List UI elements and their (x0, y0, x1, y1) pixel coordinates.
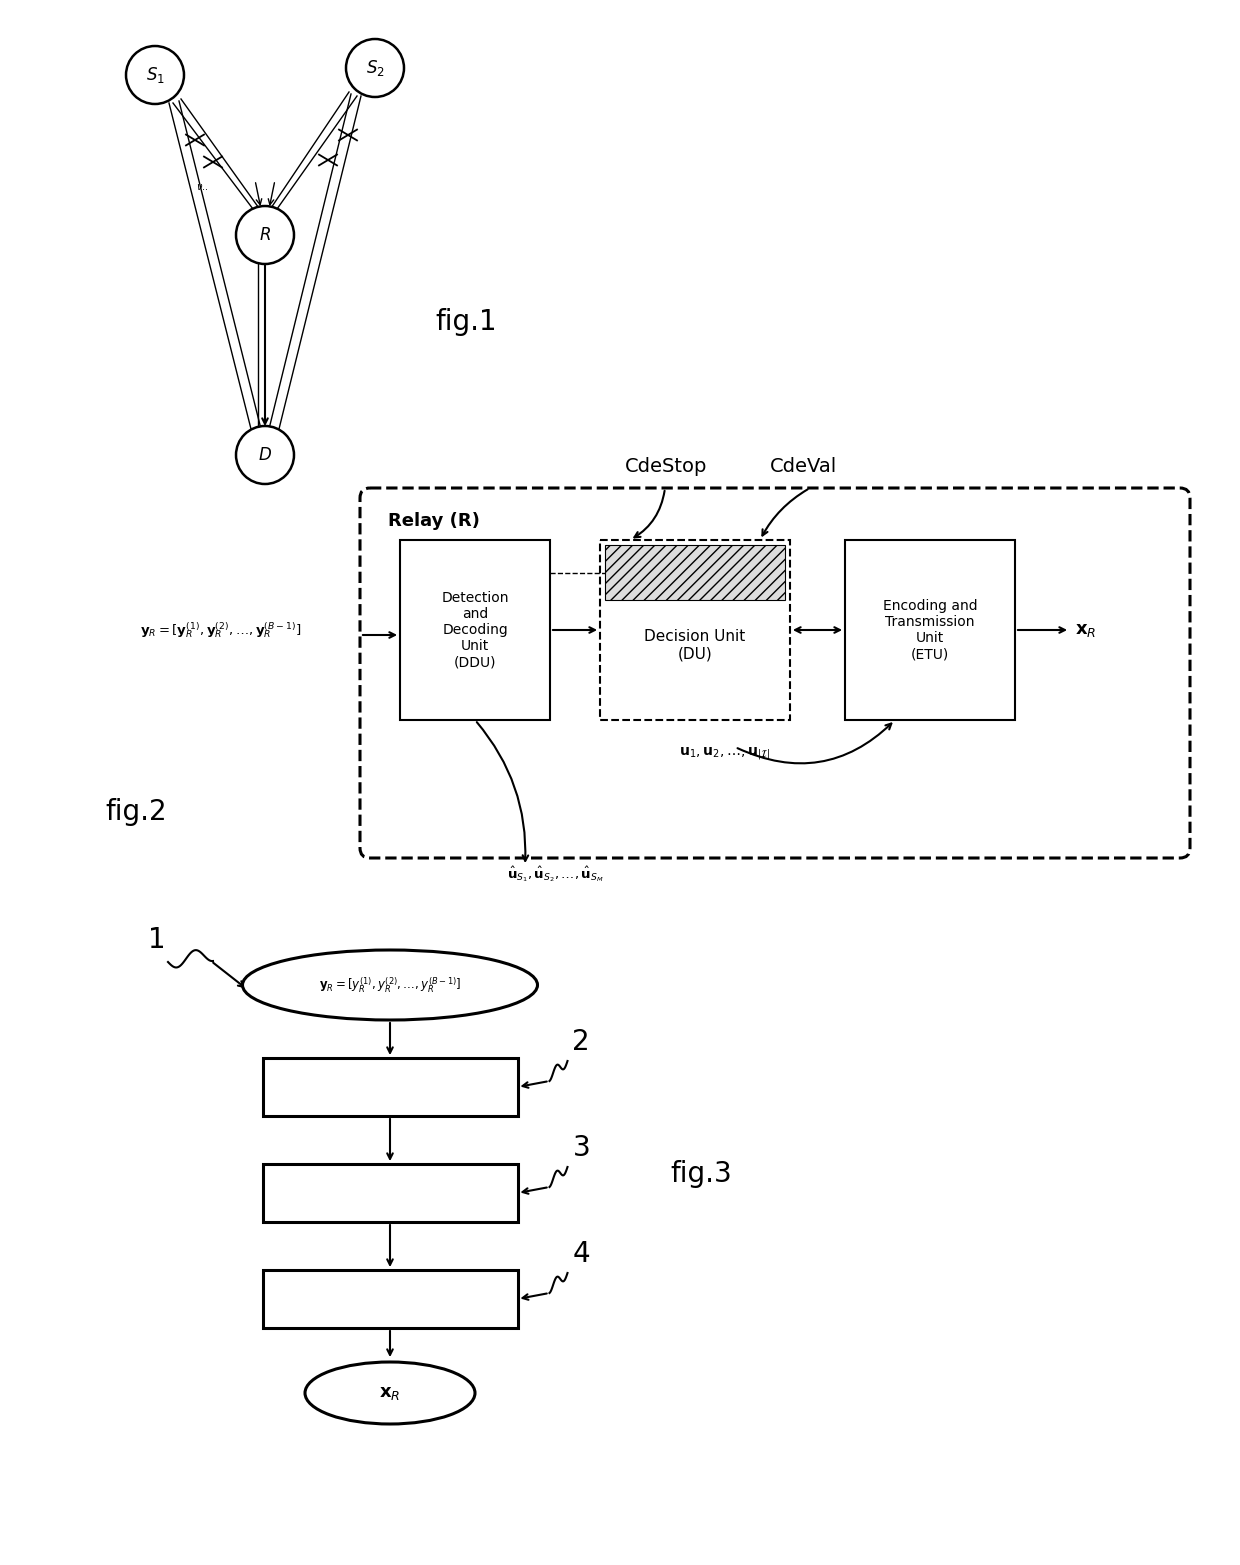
Ellipse shape (243, 950, 537, 1020)
Text: $\mathbf{u}_1, \mathbf{u}_2, \ldots, \mathbf{u}_{|\mathcal{I}|}$: $\mathbf{u}_1, \mathbf{u}_2, \ldots, \ma… (680, 745, 770, 762)
Text: $\mathbf{x}_R$: $\mathbf{x}_R$ (1075, 621, 1096, 639)
FancyBboxPatch shape (605, 545, 785, 599)
Text: Encoding and
Transmission
Unit
(ETU): Encoding and Transmission Unit (ETU) (883, 599, 977, 662)
Text: Decision Unit
(DU): Decision Unit (DU) (645, 629, 745, 660)
Text: CdeVal: CdeVal (770, 457, 837, 476)
Text: $S_1$: $S_1$ (145, 66, 165, 85)
Text: $R$: $R$ (259, 225, 272, 244)
Text: 4: 4 (573, 1239, 590, 1268)
Circle shape (236, 207, 294, 264)
FancyBboxPatch shape (844, 540, 1016, 720)
FancyBboxPatch shape (263, 1058, 517, 1116)
FancyBboxPatch shape (360, 488, 1190, 858)
FancyBboxPatch shape (401, 540, 551, 720)
Text: 3: 3 (573, 1135, 590, 1161)
Text: $\mathbf{y}_R=[\mathbf{y}_R^{(1)},\mathbf{y}_R^{(2)},\ldots,\mathbf{y}_R^{(B-1)}: $\mathbf{y}_R=[\mathbf{y}_R^{(1)},\mathb… (140, 621, 301, 640)
Circle shape (126, 45, 184, 103)
Text: Relay (R): Relay (R) (388, 512, 480, 531)
Text: $\nu$..: $\nu$.. (196, 182, 208, 192)
Text: $\hat{\mathbf{u}}_{S_1}, \hat{\mathbf{u}}_{S_2}, \ldots, \hat{\mathbf{u}}_{S_M}$: $\hat{\mathbf{u}}_{S_1}, \hat{\mathbf{u}… (507, 864, 604, 884)
Text: $S_2$: $S_2$ (366, 58, 384, 78)
FancyBboxPatch shape (263, 1271, 517, 1329)
FancyBboxPatch shape (263, 1164, 517, 1222)
Circle shape (236, 426, 294, 484)
Text: fig.1: fig.1 (435, 308, 497, 336)
Text: 1: 1 (148, 926, 166, 955)
Text: 2: 2 (573, 1028, 590, 1056)
Text: CdeStop: CdeStop (625, 457, 707, 476)
Text: $\mathbf{y}_R=[y_R^{(1)},y_R^{(2)},\ldots,y_R^{(B-1)}]$: $\mathbf{y}_R=[y_R^{(1)},y_R^{(2)},\ldot… (319, 975, 461, 995)
Text: Detection
and
Decoding
Unit
(DDU): Detection and Decoding Unit (DDU) (441, 590, 508, 670)
Circle shape (346, 39, 404, 97)
Text: fig.3: fig.3 (670, 1160, 732, 1188)
Text: fig.2: fig.2 (105, 798, 166, 826)
FancyBboxPatch shape (600, 540, 790, 720)
Ellipse shape (305, 1362, 475, 1424)
Text: $\mathbf{x}_R$: $\mathbf{x}_R$ (379, 1383, 401, 1402)
Text: $D$: $D$ (258, 446, 272, 463)
